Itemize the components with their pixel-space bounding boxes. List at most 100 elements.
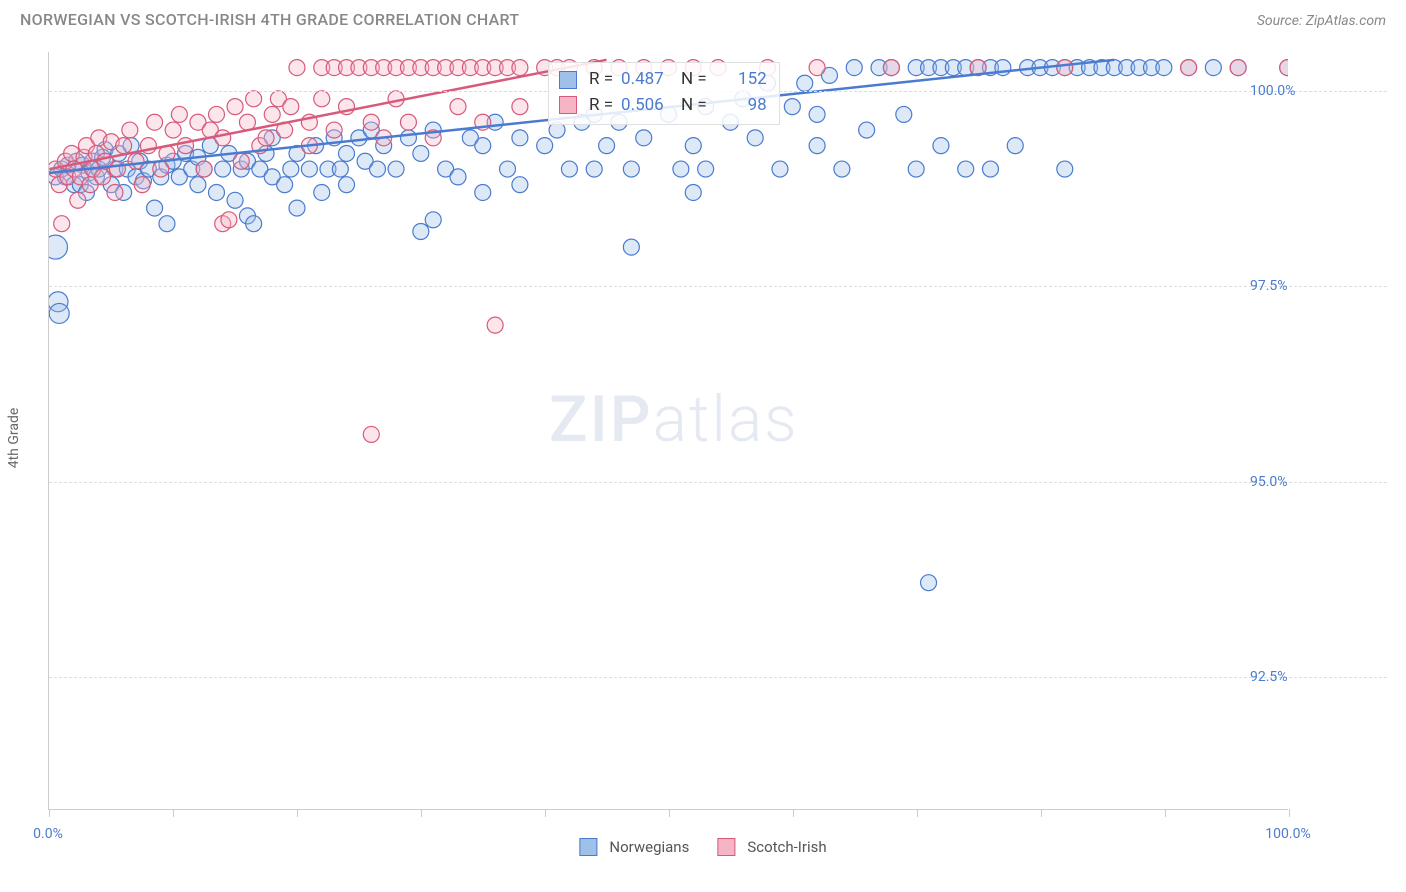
data-point (107, 184, 123, 200)
data-point (51, 177, 67, 193)
data-point (66, 177, 82, 193)
r-label: R = (589, 93, 613, 119)
data-point (49, 292, 68, 312)
data-point (512, 99, 528, 115)
data-point (332, 161, 348, 177)
data-point (995, 60, 1011, 76)
data-point (239, 114, 255, 130)
data-point (246, 91, 262, 107)
data-point (85, 153, 101, 169)
data-point (289, 145, 305, 161)
data-point (450, 99, 466, 115)
legend-item: Scotch-Irish (717, 838, 826, 856)
data-point (958, 60, 974, 76)
data-point (958, 161, 974, 177)
data-point (1143, 60, 1159, 76)
data-point (673, 161, 689, 177)
data-point (363, 60, 379, 76)
data-point (363, 114, 379, 130)
data-point (116, 138, 132, 154)
data-point (165, 153, 181, 169)
data-point (537, 138, 553, 154)
data-point (821, 67, 837, 83)
data-point (425, 60, 441, 76)
data-point (1069, 60, 1085, 76)
data-point (190, 177, 206, 193)
data-point (233, 161, 249, 177)
data-point (462, 60, 478, 76)
data-point (190, 114, 206, 130)
x-tick (421, 809, 422, 817)
data-point (153, 169, 169, 185)
data-point (933, 60, 949, 76)
data-point (834, 161, 850, 177)
data-point (95, 149, 111, 165)
data-point (227, 99, 243, 115)
data-point (246, 216, 262, 232)
data-point (1280, 60, 1288, 76)
data-point (846, 60, 862, 76)
data-point (1057, 60, 1073, 76)
x-tick (1165, 809, 1166, 817)
data-point (233, 153, 249, 169)
data-point (400, 114, 416, 130)
data-point (586, 161, 602, 177)
grid-line (49, 482, 1387, 483)
data-point (123, 138, 139, 154)
data-point (215, 216, 231, 232)
data-point (111, 145, 127, 161)
y-tick-label: 92.5% (1250, 669, 1288, 685)
x-tick (173, 809, 174, 817)
y-axis-label: 4th Grade (6, 408, 22, 469)
data-point (438, 60, 454, 76)
data-point (196, 161, 212, 177)
legend-swatch (717, 838, 735, 856)
data-point (1205, 60, 1221, 76)
data-point (264, 169, 280, 185)
data-point (1082, 60, 1098, 76)
data-point (512, 177, 528, 193)
data-point (314, 184, 330, 200)
data-point (475, 60, 491, 76)
x-tick (793, 809, 794, 817)
data-point (797, 75, 813, 91)
data-point (69, 153, 85, 169)
data-point (82, 177, 98, 193)
data-point (66, 161, 82, 177)
data-point (283, 161, 299, 177)
data-point (209, 106, 225, 122)
x-tick (1289, 809, 1290, 817)
data-point (171, 169, 187, 185)
x-tick-label: 0.0% (33, 826, 63, 842)
data-point (135, 173, 151, 189)
data-point (134, 177, 150, 193)
data-point (184, 161, 200, 177)
data-point (500, 60, 516, 76)
data-point (945, 60, 961, 76)
data-point (320, 161, 336, 177)
data-point (698, 161, 714, 177)
data-point (308, 138, 324, 154)
chart-header: NORWEGIAN VS SCOTCH-IRISH 4TH GRADE CORR… (0, 0, 1406, 37)
data-point (128, 153, 144, 169)
data-point (159, 145, 175, 161)
scatter-svg (49, 52, 1288, 809)
data-point (400, 130, 416, 146)
data-point (103, 134, 119, 150)
data-point (772, 161, 788, 177)
data-point (132, 153, 148, 169)
r-value: 0.487 (621, 67, 673, 93)
data-point (215, 161, 231, 177)
n-label: N = (681, 93, 707, 119)
data-point (425, 122, 441, 138)
data-point (487, 317, 503, 333)
data-point (970, 60, 986, 76)
data-point (78, 184, 94, 200)
data-point (413, 224, 429, 240)
data-point (1057, 161, 1073, 177)
data-point (289, 200, 305, 216)
data-point (982, 161, 998, 177)
data-point (339, 145, 355, 161)
data-point (109, 161, 125, 177)
data-point (221, 145, 237, 161)
